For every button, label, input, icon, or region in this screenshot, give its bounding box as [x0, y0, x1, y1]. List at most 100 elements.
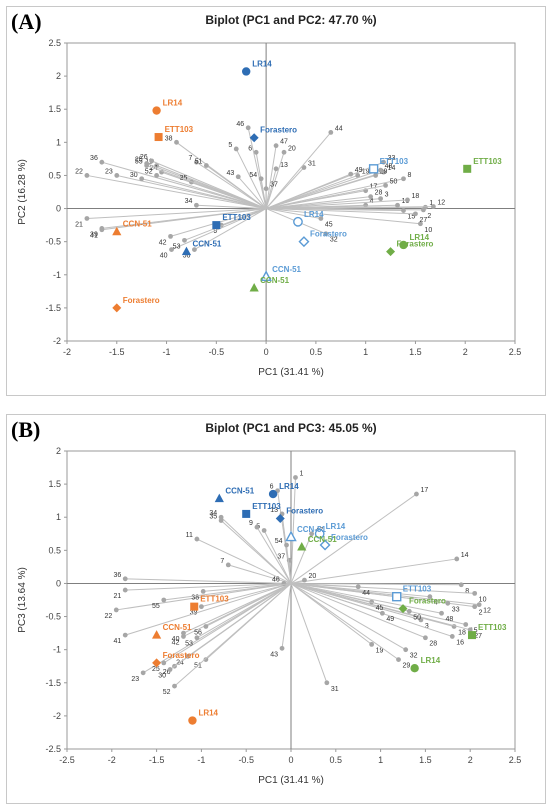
variable-label: 10	[479, 596, 487, 603]
variable-vector-point	[445, 600, 451, 606]
group-marker-square	[467, 631, 476, 640]
group-label: ETT103	[380, 157, 409, 166]
variable-label: 22	[104, 613, 112, 620]
variable-vector-point	[281, 149, 287, 155]
variable-label: 41	[113, 638, 121, 645]
group-label: CCN-51	[123, 220, 152, 229]
group-marker-circle	[410, 664, 419, 673]
x-tick-label: 0.5	[310, 347, 323, 357]
x-tick-label: 1	[378, 755, 383, 765]
variable-vector-point	[161, 660, 167, 666]
variable-label: 27	[419, 217, 427, 224]
variable-vector-point	[328, 130, 334, 135]
variable-label: 19	[362, 168, 370, 175]
y-tick-label: -2.5	[45, 744, 61, 754]
variable-label: 21	[113, 593, 121, 600]
variable-vector-point	[413, 211, 418, 217]
variable-vector-line	[201, 582, 292, 608]
variable-vector-point	[454, 556, 460, 562]
variable-vector-line	[156, 174, 267, 210]
group-marker-diamond	[152, 658, 162, 668]
variable-vector-point	[122, 587, 128, 593]
variable-label: 5	[228, 142, 232, 149]
variable-vector-line	[290, 582, 383, 614]
variable-label: 42	[159, 239, 167, 246]
variable-vector-point	[348, 171, 354, 177]
chart-title: Biplot (PC1 and PC3: 45.05 %)	[205, 421, 376, 435]
variable-label: 44	[362, 590, 370, 597]
variable-vector-line	[235, 148, 267, 209]
group-marker-diamond	[298, 236, 310, 248]
variable-vector-point	[203, 163, 209, 168]
variable-label: 41	[90, 233, 98, 240]
y-tick-label: 1.5	[48, 479, 61, 489]
group-label: CCN-51	[163, 623, 192, 632]
variable-vector-line	[125, 582, 292, 591]
group-label: LR14	[304, 210, 324, 219]
variable-label: 26	[163, 669, 171, 676]
variable-vector-point	[263, 186, 269, 192]
variable-vector-line	[265, 132, 332, 209]
group-marker-triangle	[249, 283, 259, 292]
variable-label: 23	[105, 168, 113, 175]
variable-label: 12	[483, 608, 491, 615]
variable-vector-line	[266, 199, 408, 210]
variable-vector-point	[99, 159, 105, 165]
variable-label: 51	[195, 159, 203, 166]
y-tick-label: 0	[56, 578, 61, 588]
variable-label: 54	[275, 538, 283, 545]
group-label: Forastero	[397, 240, 434, 249]
x-tick-label: -1	[163, 347, 171, 357]
biplot-panel-a: (A) Biplot (PC1 and PC2: 47.70 %) -2 -1.5 -…	[6, 6, 546, 396]
variable-vector-point	[273, 143, 279, 149]
variable-vector-point	[258, 176, 264, 182]
group-marker-circle	[242, 67, 251, 76]
group-label: LR14	[326, 522, 346, 531]
variable-vector-point	[245, 125, 251, 131]
x-tick-label: -0.5	[209, 347, 225, 357]
variable-vector-line	[196, 204, 267, 210]
group-marker-triangle	[181, 246, 192, 256]
variable-label: 9	[213, 228, 217, 235]
variable-vector-line	[237, 176, 267, 209]
y-tick-label: 0.5	[48, 170, 61, 180]
variable-label: 33	[388, 155, 396, 162]
variable-vector-point	[423, 635, 428, 641]
x-tick-label: 0	[264, 347, 269, 357]
variable-vector-line	[205, 582, 292, 627]
variable-label: 30	[158, 673, 166, 680]
variable-vector-line	[266, 204, 398, 210]
variable-vector-point	[427, 594, 433, 600]
x-tick-label: 2	[463, 347, 468, 357]
y-tick-label: -1	[53, 270, 61, 280]
variable-vector-point	[218, 518, 224, 523]
variable-vector-point	[302, 577, 307, 583]
group-marker-circle	[399, 240, 408, 250]
variable-vector-line	[281, 583, 292, 649]
x-axis-label: PC1 (31.41 %)	[258, 775, 324, 786]
panel-tag-b: (B)	[11, 417, 41, 442]
variable-vector-line	[169, 583, 292, 670]
variable-vector-point	[218, 514, 224, 520]
variable-label: 3	[385, 192, 389, 199]
variable-vector-line	[290, 582, 426, 639]
y-tick-label: -1.5	[45, 303, 61, 313]
variable-vector-point	[430, 204, 436, 209]
variable-vector-line	[86, 208, 267, 219]
group-marker-diamond	[112, 303, 122, 313]
variable-vector-line	[266, 196, 371, 210]
variable-label: 4	[434, 600, 438, 607]
variable-vector-point	[253, 149, 259, 155]
variable-label: 43	[270, 651, 278, 658]
variable-label: 52	[163, 689, 171, 696]
y-tick-label: 0.5	[48, 545, 61, 555]
variable-vector-point	[200, 588, 206, 594]
y-tick-label: 2.5	[48, 38, 61, 48]
variable-label: 20	[308, 573, 316, 580]
group-label: Forastero	[409, 597, 446, 606]
variable-vector-line	[290, 583, 399, 661]
variable-label: 16	[456, 639, 464, 646]
variable-vector-line	[265, 152, 285, 209]
variable-vector-point	[199, 604, 204, 610]
variable-vector-point	[281, 581, 287, 586]
